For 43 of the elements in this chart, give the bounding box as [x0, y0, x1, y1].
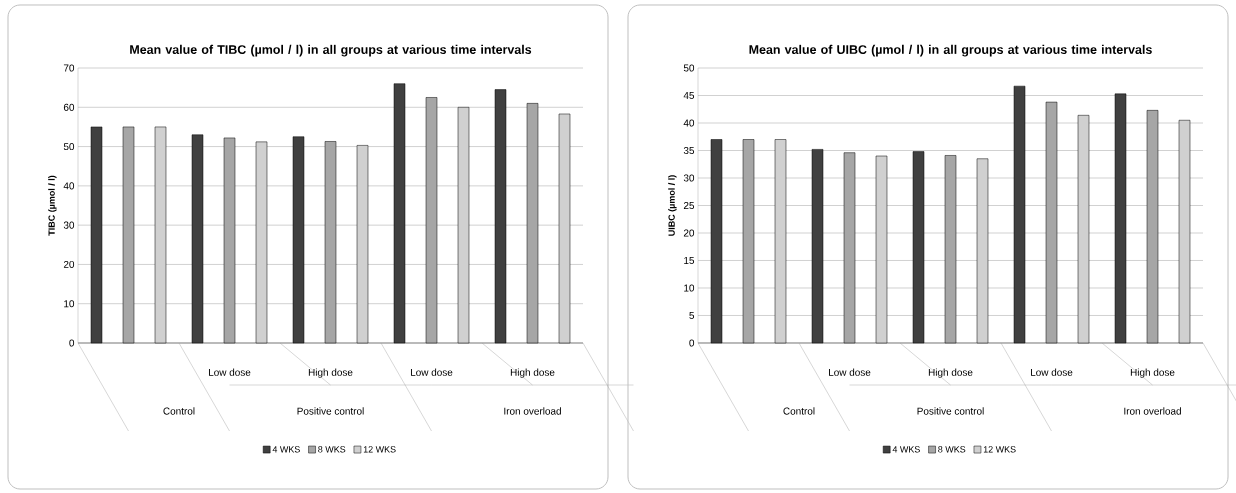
- y-tick-label: 15: [684, 257, 695, 264]
- text: Positive control: [917, 407, 984, 415]
- y-tick-label: 0: [689, 339, 695, 347]
- y-tick-label: 30: [683, 174, 695, 182]
- x-tick-label: High dose: [308, 368, 353, 378]
- text: Control: [163, 407, 195, 415]
- y-tick-label: 50: [683, 64, 695, 72]
- x-tick-label: Low dose: [829, 368, 871, 376]
- x-tick-label: High dose: [928, 368, 973, 378]
- y-tick-label: 0: [69, 339, 75, 347]
- legend-label: 8 WKS: [938, 446, 966, 453]
- legend-label: 4 WKS: [272, 446, 300, 453]
- legend-label: 4 WKS: [892, 446, 920, 453]
- text: Control: [783, 407, 815, 415]
- y-tick-label: 25: [683, 201, 695, 210]
- y-tick-label: 20: [683, 229, 695, 237]
- y-tick-label: 45: [683, 92, 695, 99]
- legend-label: 8 WKS: [318, 446, 346, 453]
- y-axis-title: TIBC (µmol / l): [48, 175, 57, 236]
- y-tick-label: 40: [683, 119, 695, 127]
- y-tick-label: 35: [683, 146, 695, 155]
- chart-title: Mean value of TIBC (µmol / l) in all groups at various time intervals: [130, 44, 532, 57]
- y-tick-label: 20: [63, 260, 75, 268]
- y-tick-label: 60: [63, 103, 75, 111]
- y-tick-label: 30: [63, 221, 75, 229]
- x-tick-label: High dose: [1130, 368, 1175, 378]
- y-tick-label: 50: [63, 143, 75, 151]
- text: Positive control: [297, 407, 364, 415]
- y-tick-label: 5: [689, 312, 695, 319]
- text: Iron overload: [504, 407, 561, 415]
- y-tick-label: 10: [64, 300, 75, 308]
- y-tick-label: 40: [63, 182, 75, 190]
- x-tick-label: High dose: [510, 368, 555, 378]
- chart-title: Mean value of UIBC (µmol / l) in all groups at various time intervals: [749, 44, 1152, 57]
- y-axis-title: UIBC (µmol / l): [668, 175, 677, 236]
- y-tick-label: 10: [684, 284, 695, 292]
- x-tick-label: Low dose: [208, 368, 251, 376]
- text: Iron overload: [1124, 407, 1181, 415]
- x-tick-label: Low dose: [410, 368, 453, 376]
- legend-label: 12 WKS: [363, 446, 396, 453]
- x-tick-label: Low dose: [1031, 368, 1073, 376]
- y-tick-label: 70: [63, 64, 75, 72]
- legend-label: 12 WKS: [983, 446, 1016, 453]
